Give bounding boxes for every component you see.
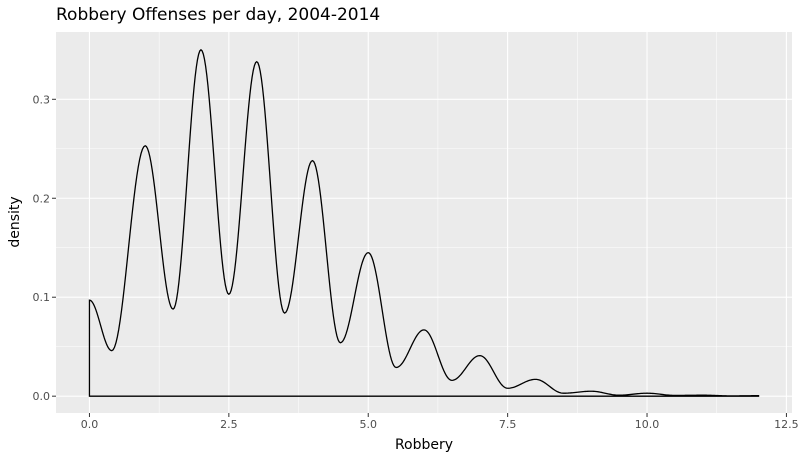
chart-title: Robbery Offenses per day, 2004-2014 [56,5,380,25]
x-tick-label: 12.5 [774,418,799,431]
major-grid-x [88,32,787,413]
x-tick-label: 5.0 [359,418,377,431]
minor-grid-y [56,148,792,347]
x-axis-title: Robbery [395,437,453,453]
x-tick-label: 0.0 [81,418,99,431]
x-tick-label: 2.5 [220,418,238,431]
x-tick-label: 10.0 [635,418,660,431]
y-axis-ticks: 0.0 0.1 0.2 0.3 [33,93,56,403]
minor-grid-x [158,32,717,413]
x-axis-ticks: 0.0 2.5 5.0 7.5 10.0 12.5 [81,413,799,431]
y-tick-label: 0.3 [33,93,51,106]
density-curve [88,48,760,397]
y-tick-label: 0.0 [33,390,51,403]
plot-panel [56,32,792,413]
y-axis-title: density [7,196,23,247]
y-tick-label: 0.1 [33,291,51,304]
x-tick-label: 7.5 [499,418,517,431]
y-tick-label: 0.2 [33,192,51,205]
